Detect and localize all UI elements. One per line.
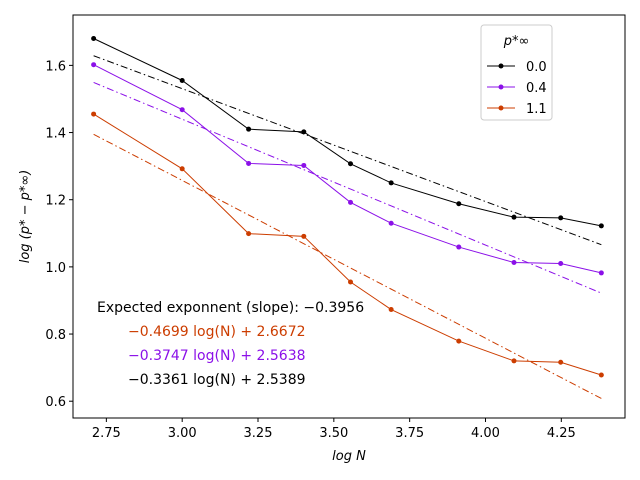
data-point-1.1 xyxy=(558,359,564,365)
data-point-0.0 xyxy=(301,129,307,135)
series-line-1.1 xyxy=(93,113,602,376)
data-point-1.1 xyxy=(511,358,517,364)
data-point-1.1 xyxy=(456,338,462,344)
legend-box xyxy=(480,24,553,121)
legend: p*∞ 0.0 0.4 1.1 xyxy=(480,24,553,121)
data-point-1.1 xyxy=(246,231,252,237)
y-tick-label: 1.0 xyxy=(45,261,66,276)
legend-entry: 0.0 xyxy=(526,60,547,75)
x-tick-label: 2.75 xyxy=(92,426,121,441)
data-point-0.0 xyxy=(456,201,462,207)
fit-equation-annotation: −0.3361 log(N) + 2.5389 xyxy=(128,372,306,388)
legend-swatch-marker xyxy=(498,105,504,111)
data-point-1.1 xyxy=(91,111,97,117)
data-point-0.0 xyxy=(246,126,252,132)
x-axis-ticks: 2.75 3.00 3.25 3.50 3.75 4.00 4.25 xyxy=(92,418,576,441)
series-line-0.4 xyxy=(93,64,602,274)
x-tick-label: 3.00 xyxy=(168,426,197,441)
x-axis-label: log N xyxy=(332,449,366,464)
fit-equation-annotation: −0.4699 log(N) + 2.6672 xyxy=(128,324,306,340)
y-tick-label: 1.2 xyxy=(45,194,66,209)
series-line-0.0 xyxy=(93,38,602,227)
x-tick-label: 4.25 xyxy=(547,426,576,441)
legend-entry: 1.1 xyxy=(526,102,547,117)
data-point-0.4 xyxy=(388,220,394,226)
data-point-0.0 xyxy=(558,215,564,221)
data-point-1.1 xyxy=(301,233,307,239)
data-point-0.4 xyxy=(456,244,462,250)
y-axis-label: log (p* − p*∞) xyxy=(18,170,33,264)
legend-entry: 0.4 xyxy=(526,81,547,96)
legend-swatch-marker xyxy=(498,84,504,90)
data-point-0.4 xyxy=(558,261,564,267)
x-tick-label: 3.50 xyxy=(319,426,348,441)
data-point-0.4 xyxy=(511,260,517,266)
fit-equation-annotation: −0.3747 log(N) + 2.5638 xyxy=(128,348,306,364)
fit-line-0.4 xyxy=(93,82,602,294)
data-point-0.0 xyxy=(598,223,604,229)
data-point-1.1 xyxy=(598,372,604,378)
data-point-0.0 xyxy=(179,77,185,83)
fit-line-0.0 xyxy=(93,55,602,246)
x-tick-label: 3.75 xyxy=(395,426,424,441)
data-point-0.4 xyxy=(179,107,185,113)
legend-title: p*∞ xyxy=(503,34,530,49)
data-series xyxy=(91,36,604,378)
y-axis-ticks: 0.6 0.8 1.0 1.2 1.4 1.6 xyxy=(45,59,73,410)
y-tick-label: 1.6 xyxy=(45,59,66,74)
data-point-0.0 xyxy=(388,180,394,186)
data-point-1.1 xyxy=(348,279,354,285)
fit-lines xyxy=(93,55,602,399)
data-point-1.1 xyxy=(179,166,185,172)
y-tick-label: 1.4 xyxy=(45,127,66,142)
y-tick-label: 0.6 xyxy=(45,395,66,410)
y-tick-label: 0.8 xyxy=(45,328,66,343)
data-point-0.4 xyxy=(246,160,252,166)
fit-line-1.1 xyxy=(93,133,602,399)
data-point-0.0 xyxy=(91,36,97,42)
plot-frame xyxy=(72,14,626,419)
data-point-0.0 xyxy=(348,161,354,167)
data-point-0.4 xyxy=(91,62,97,68)
legend-swatch-marker xyxy=(498,63,504,69)
x-tick-label: 4.00 xyxy=(471,426,500,441)
fit-annotations: Expected exponnent (slope): −0.3956 −0.4… xyxy=(97,300,364,388)
data-point-0.4 xyxy=(301,162,307,168)
x-tick-label: 3.25 xyxy=(244,426,273,441)
expected-exponent-annotation: Expected exponnent (slope): −0.3956 xyxy=(97,300,364,316)
data-point-0.4 xyxy=(348,199,354,205)
data-point-0.4 xyxy=(598,270,604,276)
data-point-1.1 xyxy=(388,307,394,313)
data-point-0.0 xyxy=(511,214,517,220)
